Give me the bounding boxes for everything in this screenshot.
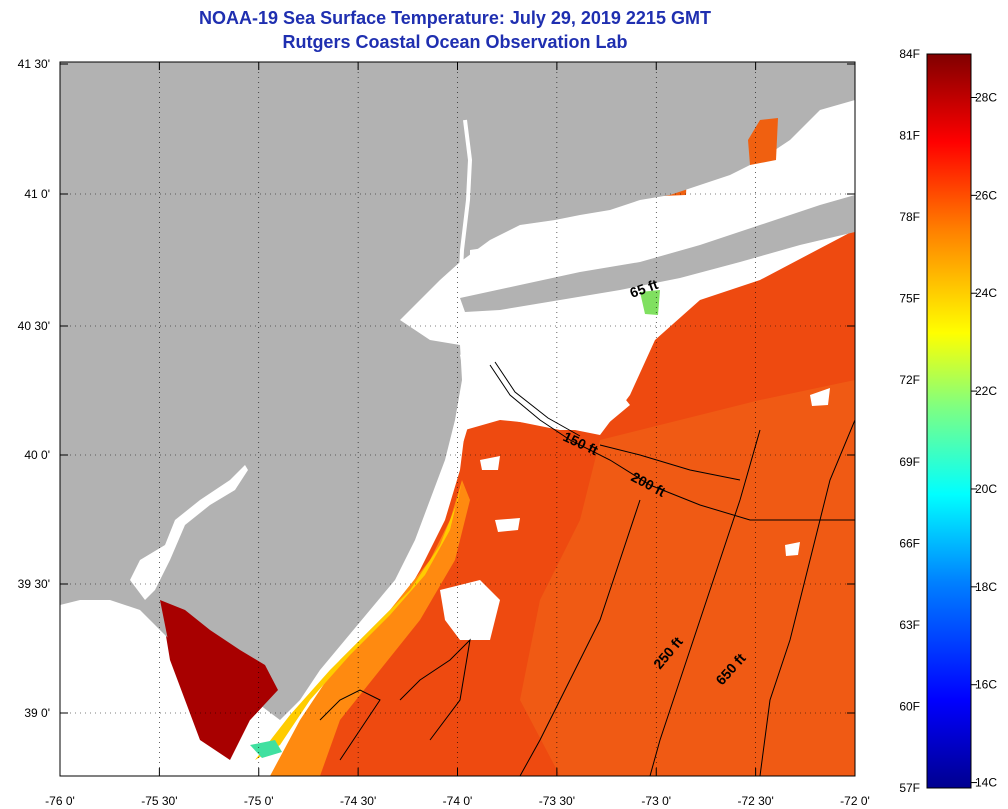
lat-tick-label: 39 30' bbox=[18, 577, 50, 591]
latitude-axis: 41 30' 41 0' 40 30' 40 0' 39 30' 39 0' bbox=[18, 57, 855, 720]
colorbar-c-label: 18C bbox=[975, 580, 997, 594]
sst-nearshore-band bbox=[270, 480, 470, 776]
sst-offshore-field bbox=[520, 380, 855, 776]
lon-tick-label: -72 0' bbox=[840, 794, 870, 808]
lon-tick-label: -76 0' bbox=[45, 794, 75, 808]
lon-tick-label: -74 30' bbox=[340, 794, 376, 808]
colorbar-f-label: 60F bbox=[899, 699, 920, 713]
colorbar-f-label: 63F bbox=[899, 618, 920, 632]
colorbar-f-label: 81F bbox=[899, 129, 920, 143]
sst-lis-patch bbox=[748, 118, 778, 165]
lat-tick-label: 40 0' bbox=[24, 448, 50, 462]
lat-tick-label: 40 30' bbox=[18, 319, 50, 333]
colorbar-c-label: 20C bbox=[975, 482, 997, 496]
long-island-sound bbox=[470, 150, 855, 280]
colorbar-f-label: 66F bbox=[899, 536, 920, 550]
lon-tick-label: -73 30' bbox=[539, 794, 575, 808]
colorbar-c-label: 22C bbox=[975, 384, 997, 398]
map-title: NOAA-19 Sea Surface Temperature: July 29… bbox=[199, 8, 711, 28]
cloud-patch bbox=[440, 580, 500, 640]
coastal-lagoon bbox=[450, 350, 475, 460]
cloud-patch bbox=[470, 360, 630, 430]
delaware-bay-sst bbox=[160, 600, 278, 720]
lon-tick-label: -75 0' bbox=[244, 794, 274, 808]
lon-tick-label: -74 0' bbox=[443, 794, 473, 808]
map-subtitle: Rutgers Coastal Ocean Observation Lab bbox=[282, 32, 628, 52]
lat-tick-label: 39 0' bbox=[24, 706, 50, 720]
colorbar-c-label: 26C bbox=[975, 188, 997, 202]
colorbar bbox=[926, 53, 972, 789]
colorbar-labels: 84F 81F 78F 75F 72F 69F 66F 63F 60F 57F 28C 26C 24C 2… bbox=[899, 47, 997, 795]
colorbar-c-label: 16C bbox=[975, 678, 997, 692]
lat-tick-label: 41 0' bbox=[24, 187, 50, 201]
colorbar-f-label: 84F bbox=[899, 47, 920, 61]
lon-tick-label: -75 30' bbox=[141, 794, 177, 808]
colorbar-f-label: 78F bbox=[899, 210, 920, 224]
colorbar-f-label: 75F bbox=[899, 292, 920, 306]
long-island bbox=[460, 195, 855, 312]
colorbar-c-label: 24C bbox=[975, 286, 997, 300]
lon-tick-label: -72 30' bbox=[737, 794, 773, 808]
colorbar-c-label: 14C bbox=[975, 776, 997, 790]
hudson-river bbox=[458, 119, 473, 291]
colorbar-f-label: 72F bbox=[899, 373, 920, 387]
colorbar-f-label: 57F bbox=[899, 781, 920, 795]
lat-tick-label: 41 30' bbox=[18, 57, 50, 71]
isobath-contours bbox=[319, 361, 855, 776]
delaware-bay bbox=[130, 465, 248, 600]
lon-tick-label: -73 0' bbox=[641, 794, 671, 808]
land-mass bbox=[60, 62, 855, 720]
sst-cyan-spot bbox=[250, 740, 282, 758]
longitude-axis: -76 0' -75 30' -75 0' -74 30' -74 0' -73 30' -… bbox=[45, 62, 870, 808]
sst-lis-cool bbox=[640, 290, 660, 315]
colorbar-f-label: 69F bbox=[899, 455, 920, 469]
colorbar-c-label: 28C bbox=[975, 90, 997, 104]
